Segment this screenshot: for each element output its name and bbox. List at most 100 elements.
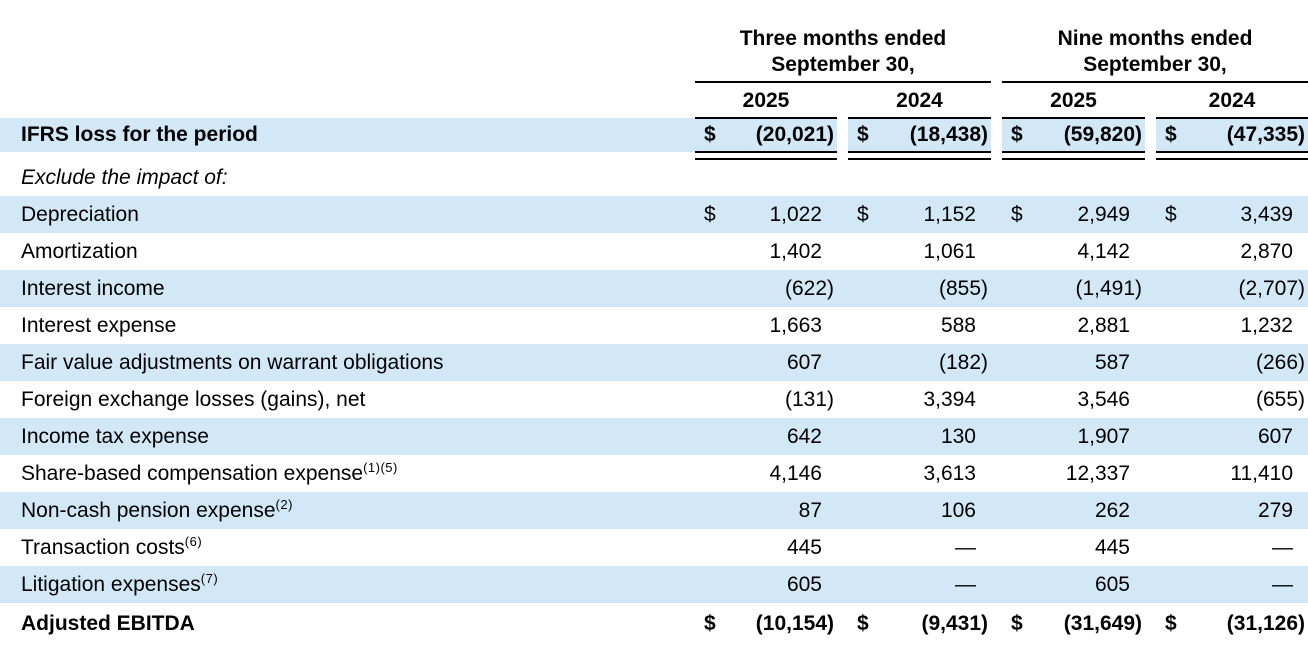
row-label: Interest income — [0, 270, 695, 307]
value-cell: 445 — [1002, 529, 1145, 566]
value-cell: 3,394 — [848, 381, 991, 418]
value-cell: $ (18,438) — [848, 118, 991, 153]
col-group-line1: Three months ended — [739, 27, 947, 50]
currency-symbol: $ — [1165, 612, 1177, 635]
year-col-2024-q: 2024 — [848, 82, 991, 119]
group-gap — [991, 118, 1002, 152]
value-cell: 130 — [848, 418, 991, 455]
value-cell: 12,337 — [1002, 455, 1145, 492]
value-cell: $ (31,126) — [1156, 603, 1308, 645]
row-label: Share-based compensation expense(1)(5) — [21, 459, 398, 485]
value-cell: (1,491) — [1002, 270, 1145, 307]
value-cell: $ (47,335) — [1156, 118, 1308, 153]
column-gap — [1145, 82, 1156, 118]
value-cell: 445 — [695, 529, 837, 566]
value-cell — [1002, 159, 1145, 196]
cell-value: — — [1272, 535, 1293, 559]
table-row: Interest expense 1,663 588 2,881 1,232 — [0, 307, 1308, 344]
cell-value: 106 — [940, 498, 976, 522]
value-cell: 607 — [1156, 418, 1308, 455]
cell-value: (655) — [1255, 387, 1305, 411]
column-gap — [837, 529, 848, 566]
group-gap — [991, 529, 1002, 566]
value-cell — [1156, 159, 1308, 196]
column-gap — [837, 566, 848, 603]
table-header: Three months ended September 30, Nine mo… — [0, 10, 1308, 119]
value-cell: (2,707) — [1156, 270, 1308, 307]
row-label: Depreciation — [0, 196, 695, 233]
column-gap — [1145, 566, 1156, 603]
table-row: Transaction costs(6) 445 — 445 — — [0, 529, 1308, 566]
group-gap — [991, 159, 1002, 196]
column-gap — [1145, 270, 1156, 307]
cell-value: 1,232 — [1240, 313, 1293, 337]
rule-gap — [0, 152, 695, 159]
cell-value: 588 — [940, 313, 976, 337]
cell-value: 607 — [786, 350, 822, 374]
group-gap — [991, 82, 1002, 118]
footnote-superscript: (2) — [275, 496, 293, 512]
row-label: Foreign exchange losses (gains), net — [21, 387, 366, 411]
currency-symbol: $ — [1011, 202, 1023, 226]
value-cell: (855) — [848, 270, 991, 307]
double-underline-rule — [0, 152, 1308, 160]
value-cell — [848, 159, 991, 196]
table-row: Foreign exchange losses (gains), net (13… — [0, 381, 1308, 418]
group-gap — [991, 270, 1002, 307]
group-gap — [991, 418, 1002, 455]
cell-value: (131) — [784, 387, 834, 411]
column-group-header-row: Three months ended September 30, Nine mo… — [0, 10, 1308, 83]
cell-value: 11,410 — [1230, 461, 1293, 485]
cell-value: 445 — [1094, 535, 1130, 559]
cell-value: 1,061 — [923, 239, 976, 263]
group-gap — [991, 344, 1002, 381]
table-row: Interest income (622) (855) (1,491) (2,7… — [0, 270, 1308, 307]
cell-value: 3,394 — [923, 387, 976, 411]
year-col-2025-ytd: 2025 — [1002, 82, 1145, 119]
column-gap — [1145, 603, 1156, 645]
cell-value: — — [1272, 572, 1293, 596]
row-label: Litigation expenses(7) — [0, 566, 695, 603]
cell-value: (47,335) — [1226, 123, 1305, 146]
cell-value: 587 — [1094, 350, 1130, 374]
rule-gap — [991, 152, 1002, 159]
cell-value: 1,402 — [769, 239, 822, 263]
cell-value: (9,431) — [921, 612, 988, 635]
value-cell: 1,232 — [1156, 307, 1308, 344]
value-cell: $ (59,820) — [1002, 118, 1145, 153]
footnote-superscript: (6) — [184, 533, 203, 549]
rule-segment — [1002, 152, 1145, 160]
value-cell: 262 — [1002, 492, 1145, 529]
cell-value: 2,949 — [1077, 202, 1130, 226]
value-cell: — — [1156, 529, 1308, 566]
cell-value: (18,438) — [909, 123, 988, 146]
cell-value: 87 — [798, 498, 822, 522]
footnote-superscript: (7) — [200, 570, 219, 586]
value-cell: 605 — [1002, 566, 1145, 603]
value-cell: 3,546 — [1002, 381, 1145, 418]
rule-gap — [837, 152, 848, 159]
value-cell — [695, 159, 837, 196]
value-cell: (655) — [1156, 381, 1308, 418]
column-gap — [837, 455, 848, 492]
cell-value: 445 — [786, 535, 822, 559]
cell-value: 1,663 — [769, 313, 822, 337]
value-cell: 279 — [1156, 492, 1308, 529]
table-row: IFRS loss for the period $ (20,021) $ (18,… — [0, 118, 1308, 153]
group-gap — [991, 603, 1002, 645]
value-cell: 587 — [1002, 344, 1145, 381]
value-cell: 2,881 — [1002, 307, 1145, 344]
cell-value: 605 — [1094, 572, 1130, 596]
row-label: Exclude the impact of: — [21, 165, 228, 189]
cell-value: 1,907 — [1077, 424, 1130, 448]
currency-symbol: $ — [704, 202, 716, 226]
cell-value: (1,491) — [1075, 276, 1142, 300]
col-group-three-months: Three months ended September 30, — [695, 10, 991, 83]
cell-value: — — [955, 535, 976, 559]
group-gap — [991, 381, 1002, 418]
column-gap — [1145, 381, 1156, 418]
value-cell: — — [848, 529, 991, 566]
col-group-nine-months: Nine months ended September 30, — [1002, 10, 1308, 83]
value-cell: $ (10,154) — [695, 603, 837, 645]
